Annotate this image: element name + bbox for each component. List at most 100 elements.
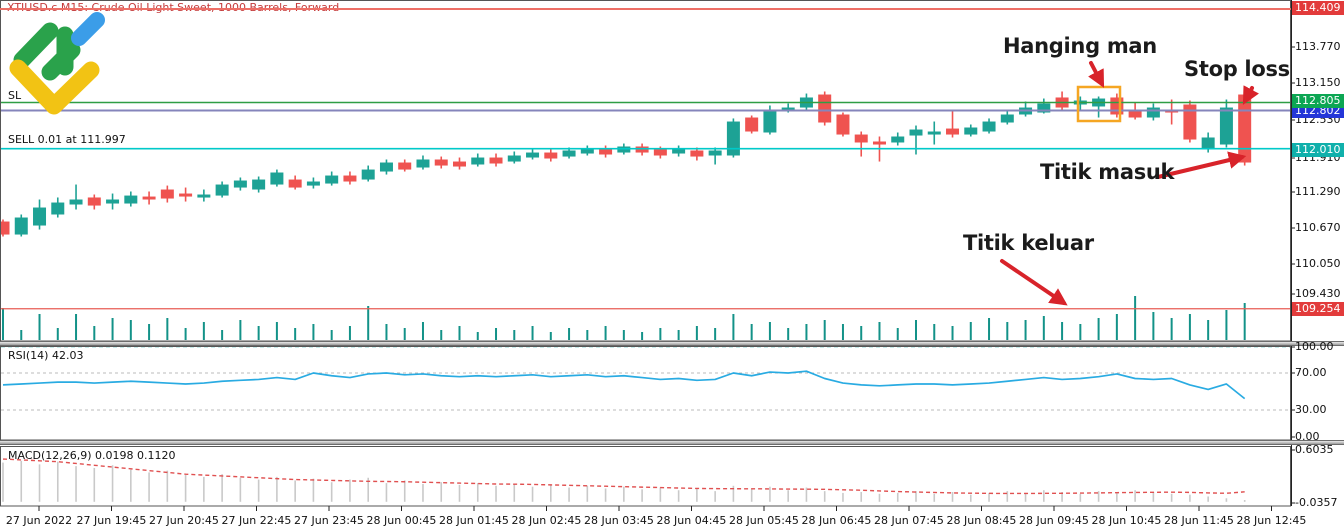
candle-body [288,179,302,188]
candle-body [1000,114,1014,123]
time-axis-label: 28 Jun 08:45 [946,514,1017,527]
candle-body [1128,109,1142,118]
candle-body [635,146,649,153]
candle-body [507,155,521,162]
candle-body [124,195,138,204]
candle-body [69,199,83,205]
candle-body [343,175,357,182]
rsi-axis-label: 70.00 [1295,366,1327,379]
candle-body [1037,103,1051,113]
candle-body [179,193,193,197]
price-axis-label: 110.670 [1295,221,1341,234]
candle-body [781,107,795,110]
candle-body [14,217,28,235]
candle-body [1183,104,1197,140]
candle-body [909,129,923,136]
chart-title: XTIUSD.c M15: Crude Oil Light Sweet, 100… [7,1,339,14]
time-axis-label: 27 Jun 19:45 [76,514,147,527]
time-axis-label: 28 Jun 00:45 [366,514,437,527]
macd-axis-label: 0.6035 [1295,443,1334,456]
arrow-titik-masuk [1156,151,1247,179]
candle-body [653,149,667,156]
time-axis-label: 28 Jun 09:45 [1019,514,1089,527]
candle-body [726,121,740,156]
candle-body [836,114,850,135]
candle-body [379,162,393,172]
high-price-line[interactable] [0,8,1291,10]
candle-body [872,141,886,145]
candle-body [270,172,284,185]
candle-body [617,146,631,153]
liteforex-logo [9,12,105,115]
candle-body [197,194,211,198]
panel-splitter-rsi[interactable] [0,341,1344,346]
price-axis-label: 109.430 [1295,287,1341,300]
candle-body [434,159,448,166]
rsi-axis-label: 30.00 [1295,403,1327,416]
time-axis-label: 28 Jun 11:45 [1164,514,1234,527]
candle-body [471,157,485,165]
price-badge-stop-loss: 112.805 [1292,94,1344,108]
candle-body [672,148,686,154]
price-axis-label: 110.050 [1295,257,1341,270]
candle-body [763,109,777,133]
rsi-panel-border [0,346,1291,441]
candle-body [982,121,996,132]
panel-splitter-macd[interactable] [0,440,1344,445]
time-axis-label: 28 Jun 04:45 [656,514,727,527]
price-axis-label: 113.770 [1295,40,1341,53]
candle-body [51,202,65,215]
candle-body [1146,107,1160,118]
rsi-indicator-label: RSI(14) 42.03 [8,349,84,362]
candle-body [398,162,412,170]
candle-body [818,94,832,123]
candle-body [0,221,10,235]
arrow-hanging-man [1088,61,1105,88]
candle-body [946,128,960,135]
candle-body [927,131,941,135]
time-axis-label: 28 Jun 02:45 [511,514,582,527]
annotation-stop-loss: Stop loss [1184,57,1290,81]
candle-body [215,184,229,196]
price-badge-high: 114.409 [1292,1,1344,15]
price-badge-entry: 112.010 [1292,143,1344,157]
time-axis-label: 27 Jun 2022 [5,514,73,527]
time-axis-label: 28 Jun 07:45 [874,514,944,527]
rsi-axis-label: 100.00 [1295,340,1334,353]
time-axis-label: 28 Jun 06:45 [801,514,872,527]
candle-body [416,159,430,168]
candle-body [87,197,101,206]
candle-body [33,207,47,226]
candle-body [160,189,174,199]
candle-body [745,117,759,132]
candle-body [562,150,576,157]
macd-indicator-label: MACD(12,26,9) 0.0198 0.1120 [8,449,176,462]
candle-body [599,148,613,155]
rsi-line [2,370,1246,400]
time-axis-label: 28 Jun 05:45 [729,514,799,527]
price-axis-label: 113.150 [1295,76,1341,89]
candle-body [708,150,722,156]
candle-body [106,199,120,204]
time-axis-label: 28 Jun 03:45 [584,514,654,527]
candle-body [306,181,320,186]
annotation-hanging-man: Hanging man [1003,34,1157,58]
time-axis-label: 28 Jun 10:45 [1091,514,1162,527]
macd-panel-border [0,446,1291,507]
candle-body [489,157,503,164]
candle-body [1110,97,1124,115]
time-axis-label: 27 Jun 22:45 [221,514,292,527]
time-axis-label: 28 Jun 12:45 [1236,514,1307,527]
time-axis-label: 28 Jun 01:45 [439,514,509,527]
sell-order-label: SELL 0.01 at 111.997 [8,133,126,146]
candle-body [361,169,375,180]
rsi-axis-label: 0.00 [1295,430,1320,443]
sl-line-label: SL [8,89,22,102]
time-axis-label: 27 Jun 23:45 [294,514,364,527]
candle-body [1201,137,1215,150]
candle-body [453,161,466,167]
candle-body [325,175,339,184]
candle-body [1238,94,1252,163]
